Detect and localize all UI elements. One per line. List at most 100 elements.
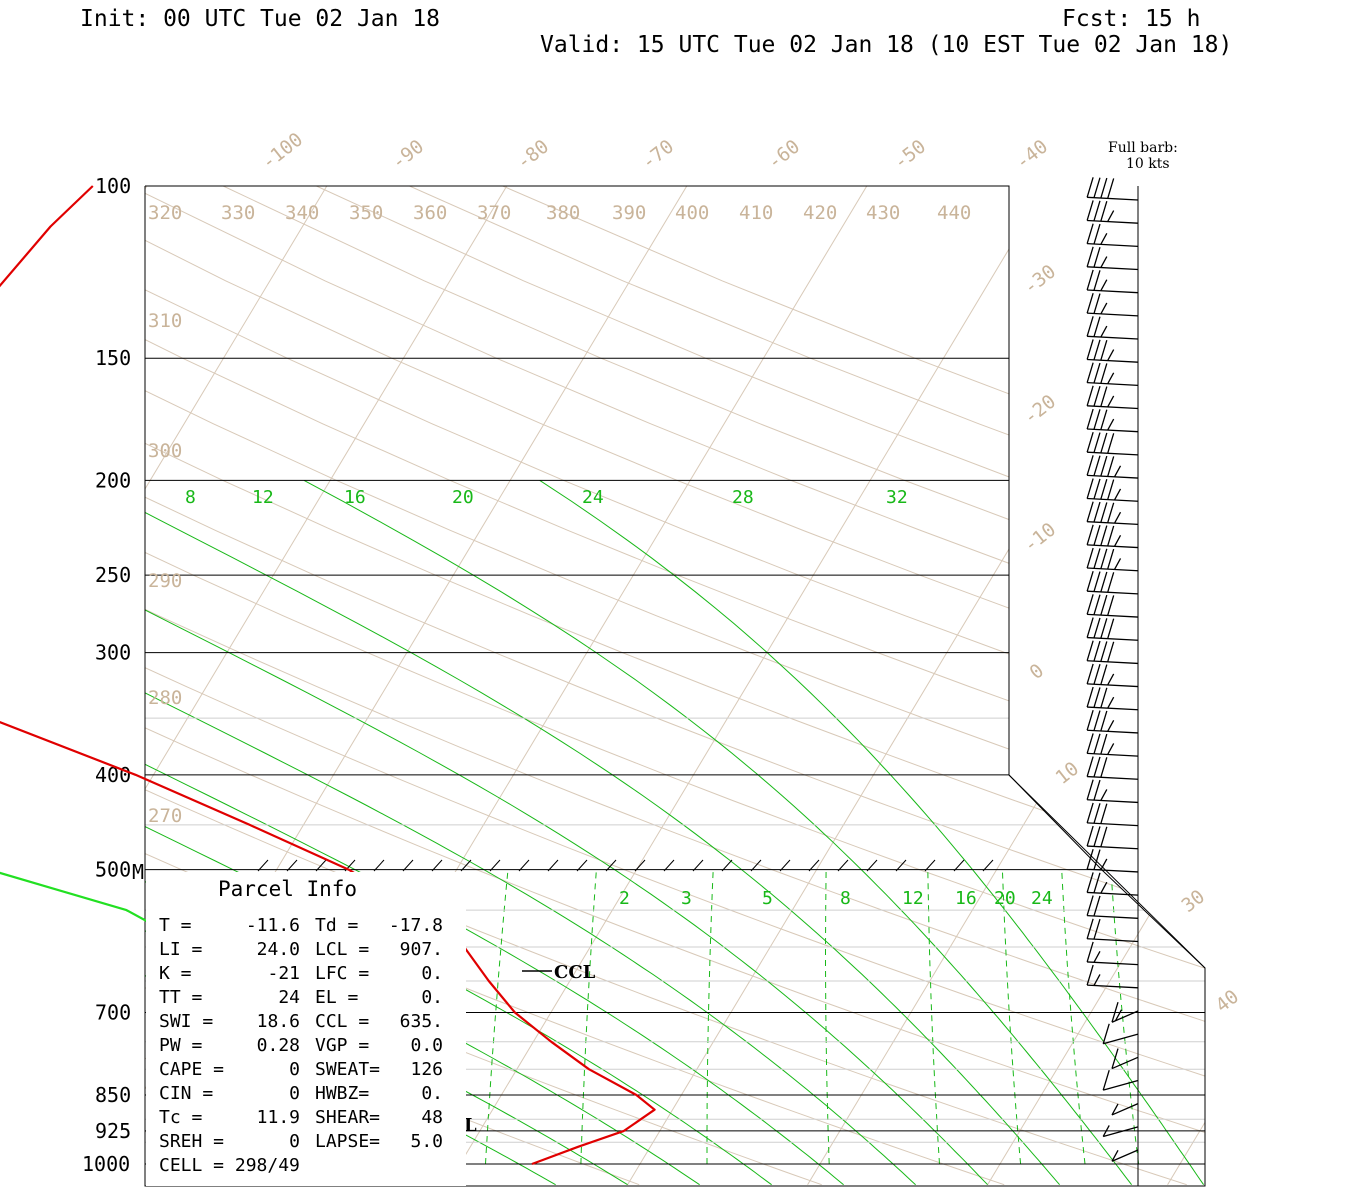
wind-barb-staff	[1087, 799, 1139, 804]
wind-barb-flag	[1093, 571, 1101, 592]
wind-barb-flag	[1093, 177, 1101, 198]
theta-label: 410	[739, 202, 773, 224]
mixing-ratio-label: 20	[994, 888, 1016, 909]
wind-barb-staff	[1087, 567, 1139, 572]
wind-barb	[1086, 547, 1139, 572]
parcel-field-value: 0.0	[410, 1035, 443, 1056]
wind-barb-flag	[1086, 524, 1094, 546]
valid-time: Valid: 15 UTC Tue 02 Jan 18 (10 EST Tue …	[540, 32, 1232, 58]
theta-label: 360	[413, 202, 447, 224]
wind-barb-flag	[1093, 687, 1101, 708]
parcel-field-label: SWEAT=	[315, 1059, 380, 1080]
wind-barb-staff	[1087, 497, 1139, 502]
wind-barb	[1086, 686, 1139, 711]
wind-barb-staff	[1087, 868, 1139, 873]
isotherm-label: -60	[764, 135, 805, 173]
init-time: Init: 00 UTC Tue 02 Jan 18	[80, 6, 440, 32]
mixing-ratio-line	[825, 869, 830, 1165]
wind-barb-flag	[1100, 594, 1108, 616]
theta-e-label: 24	[582, 487, 604, 508]
wind-barb-staff	[1087, 984, 1139, 989]
wind-barb-flag	[1086, 571, 1094, 592]
hatch-mark	[634, 859, 646, 872]
wind-barb-staff	[1087, 451, 1139, 456]
parcel-field-value: 11.9	[257, 1107, 300, 1128]
wind-barb-flag	[1093, 246, 1101, 268]
pressure-label: 925	[95, 1119, 131, 1143]
wind-barb-flag	[1107, 210, 1115, 222]
frame-diagonal	[1008, 774, 1206, 969]
wind-barb-staff	[1087, 358, 1139, 363]
dry-adiabat-line	[145, 186, 1205, 1186]
temperature-profile-line	[0, 185, 656, 1166]
parcel-field-value: 0	[289, 1131, 300, 1152]
hatch-mark	[286, 859, 298, 872]
dry-adiabat-line	[145, 186, 1205, 1186]
isotherm-line	[145, 186, 328, 1185]
wind-barb-flag	[1100, 302, 1108, 315]
theta-label: 370	[477, 202, 511, 224]
mixing-ratio-label: 2	[619, 888, 630, 909]
wind-barb-flag	[1086, 269, 1094, 291]
isotherm-label: 0	[1026, 660, 1049, 684]
wind-barb	[1086, 478, 1139, 502]
isotherm-line	[987, 186, 1205, 1185]
wind-barb-flag	[1093, 640, 1101, 662]
wind-barb-flag	[1086, 663, 1094, 685]
pressure-label: 300	[95, 641, 131, 665]
wind-barb-flag	[1093, 779, 1101, 801]
wind-barb-flag	[1093, 362, 1101, 384]
mixing-ratio-label: 24	[1031, 888, 1053, 909]
wind-barb-staff	[1087, 474, 1139, 479]
theta-label: 340	[285, 202, 319, 224]
wind-barb-flag	[1086, 408, 1094, 430]
wind-barb-flag	[1100, 432, 1108, 454]
isotherm-label: -20	[1020, 390, 1061, 428]
mixing-ratio-label: 8	[840, 888, 851, 909]
wind-barb-staff	[1087, 312, 1139, 317]
pressure-label: 200	[95, 468, 131, 492]
hatch-mark	[576, 859, 588, 872]
wind-barb-staff	[1087, 938, 1139, 943]
wind-barb-staff	[1103, 1079, 1139, 1091]
wind-barb-flag	[1086, 478, 1094, 499]
isotherm-label: -80	[513, 135, 554, 173]
theta-label: 440	[937, 202, 971, 224]
wind-barb	[1086, 802, 1139, 827]
wind-barb	[1086, 339, 1139, 363]
wind-barb-staff	[1087, 590, 1139, 595]
wind-barb	[1086, 431, 1139, 456]
wind-barb-flag	[1100, 177, 1108, 199]
wind-barbs	[1086, 177, 1139, 1162]
wind-barb-staff	[1087, 335, 1139, 340]
parcel-field-label: HWBZ=	[315, 1083, 369, 1104]
parcel-field-label: T =	[159, 915, 192, 936]
mixing-ratio-label: 3	[681, 888, 692, 909]
isotherm-line	[807, 186, 1205, 1185]
wind-barb-staff	[1087, 544, 1139, 549]
hatch-mark	[895, 859, 907, 872]
wind-barb-flag	[1113, 511, 1122, 524]
wind-barb-flag	[1093, 664, 1101, 685]
isotherm-label: 40	[1212, 986, 1244, 1017]
wind-barb	[1086, 779, 1139, 804]
theta-e-label: 32	[886, 487, 908, 508]
wind-barb-flag	[1100, 710, 1108, 732]
wind-barb-flag	[1086, 292, 1094, 314]
wind-barb-flag	[1100, 733, 1108, 755]
dry-adiabat-line	[145, 186, 1205, 1186]
hatch-mark	[953, 859, 965, 872]
parcel-field-value: 0	[289, 1083, 300, 1104]
dry-adiabat-line	[145, 186, 1205, 1186]
wind-barb-flag	[1093, 733, 1101, 754]
hatch-mark	[373, 859, 385, 872]
wind-barb-flag	[1100, 826, 1108, 847]
theta-label: 390	[612, 202, 646, 224]
wind-barb-staff	[1111, 1056, 1139, 1070]
wind-barb-flag	[1086, 964, 1094, 986]
wind-barb	[1086, 733, 1139, 757]
parcel-info-panel	[146, 872, 466, 1186]
wind-barb	[1102, 1069, 1139, 1091]
moist-adiabat-line	[145, 479, 1060, 1186]
mixing-ratio-label: 12	[902, 888, 924, 909]
